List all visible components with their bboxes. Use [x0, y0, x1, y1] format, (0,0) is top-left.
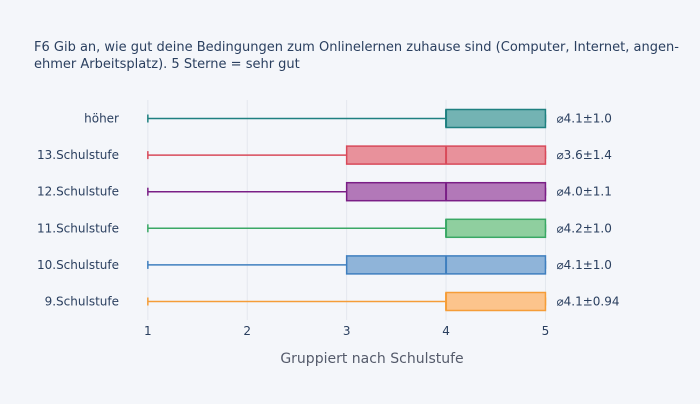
x-axis-ticks: 1 2 3 4 5: [144, 324, 549, 338]
mean-sd-annotation: ⌀4.1±1.0: [556, 112, 611, 126]
y-category-label: 12.Schulstufe: [37, 185, 119, 199]
y-category-label: 10.Schulstufe: [37, 258, 119, 272]
chart-title-line-2: ehmer Arbeitsplatz). 5 Sterne = sehr gut: [34, 57, 300, 72]
mean-sd-annotation: ⌀4.2±1.0: [556, 221, 611, 235]
x-tick-label: 4: [442, 324, 450, 338]
y-category-label: höher: [84, 112, 119, 126]
grid-lines: [147, 100, 546, 320]
chart-title-line-1: F6 Gib an, wie gut deine Bedingungen zum…: [34, 40, 679, 55]
box-iqr: [445, 218, 547, 239]
box-series: 10.Schulstufe ⌀4.1±1.0: [37, 255, 612, 275]
y-category-label: 11.Schulstufe: [37, 221, 119, 235]
x-tick-label: 3: [343, 324, 351, 338]
y-category-label: 9.Schulstufe: [45, 295, 119, 309]
x-tick-label: 5: [542, 324, 550, 338]
box-series: höher ⌀4.1±1.0: [84, 108, 612, 129]
mean-sd-annotation: ⌀4.1±0.94: [556, 295, 619, 309]
box-series: 9.Schulstufe ⌀4.1±0.94: [45, 291, 620, 312]
x-tick-label: 2: [243, 324, 251, 338]
x-axis-title: Gruppiert nach Schulstufe: [280, 351, 463, 367]
mean-sd-annotation: ⌀4.0±1.1: [556, 185, 611, 199]
mean-sd-annotation: ⌀4.1±1.0: [556, 258, 611, 272]
x-tick-label: 1: [144, 324, 152, 338]
mean-sd-annotation: ⌀3.6±1.4: [556, 148, 611, 162]
box-series: 13.Schulstufe ⌀3.6±1.4: [37, 145, 612, 165]
y-category-label: 13.Schulstufe: [37, 148, 119, 162]
box-iqr: [445, 291, 547, 312]
box-series: 12.Schulstufe ⌀4.0±1.1: [37, 181, 612, 202]
box-iqr: [445, 108, 547, 129]
box-series: 11.Schulstufe ⌀4.2±1.0: [37, 218, 612, 239]
